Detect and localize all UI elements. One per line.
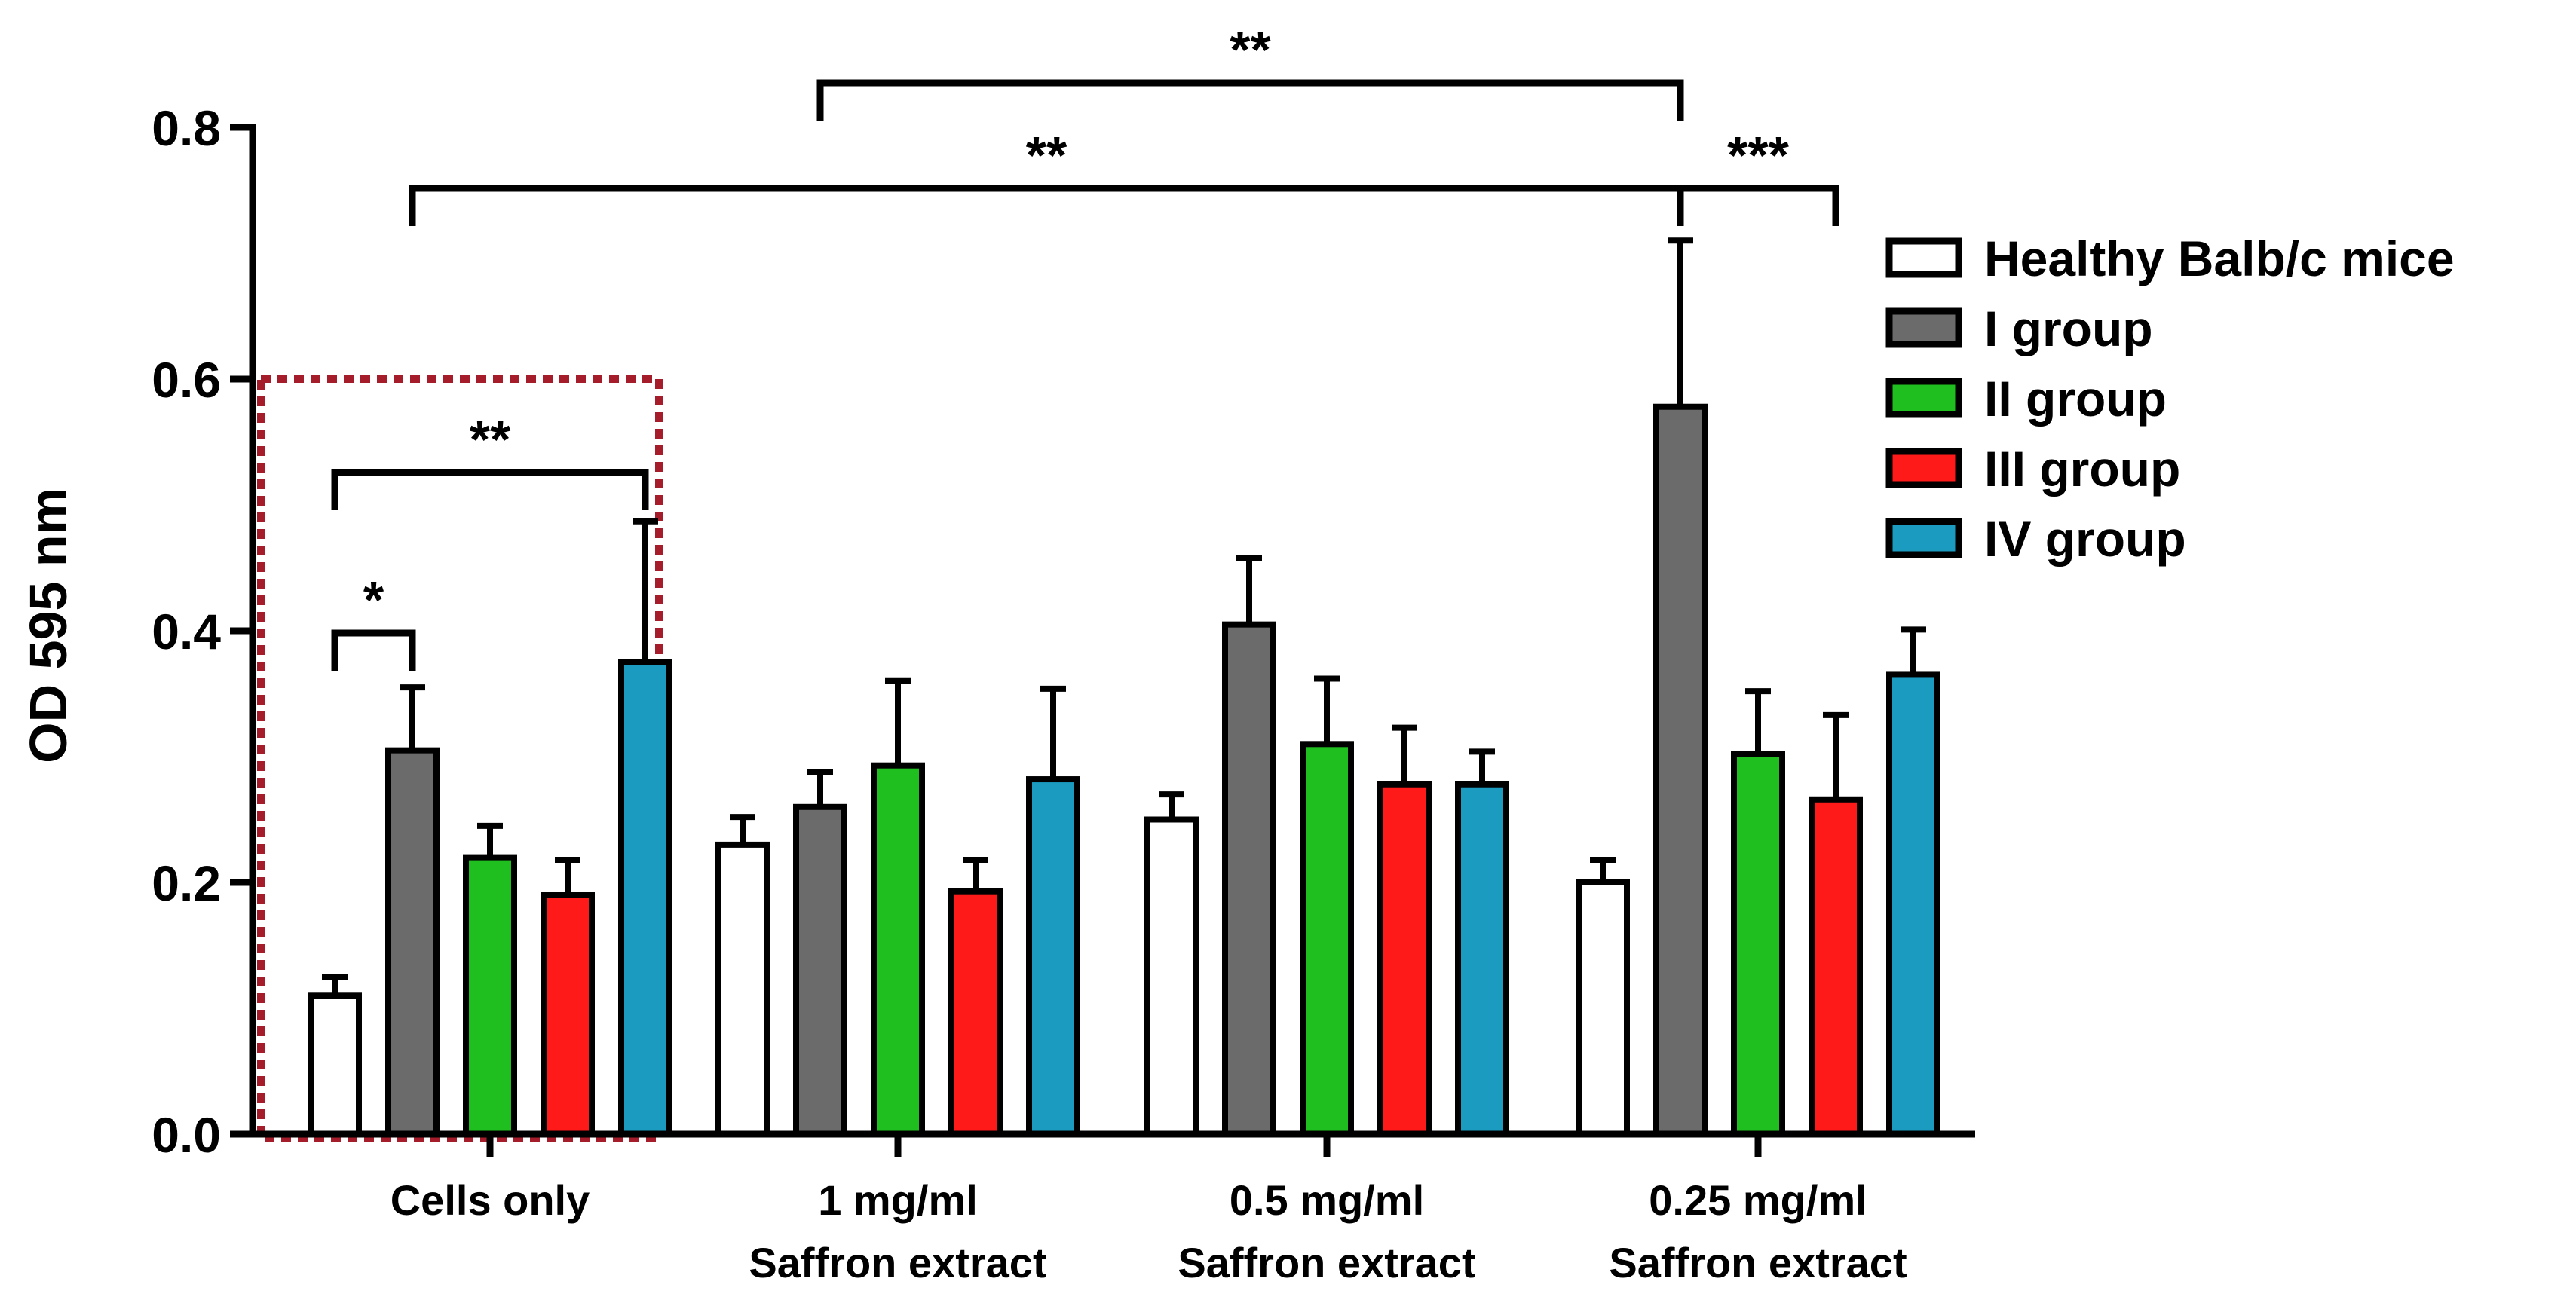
y-tick-label: 0.0 — [152, 1107, 221, 1163]
bar — [1222, 621, 1276, 1137]
bar — [385, 747, 440, 1138]
legend-swatch — [1885, 378, 1962, 418]
bar — [1377, 781, 1432, 1137]
x-tick-label: 1 mg/ml Saffron extract — [749, 1176, 1046, 1286]
highlight-box — [257, 375, 663, 1142]
bar — [1731, 751, 1785, 1137]
legend-label: IV group — [1984, 511, 2186, 567]
highlight-box-layer — [257, 375, 663, 1142]
significance-label: ** — [1026, 126, 1067, 185]
bar — [1144, 816, 1199, 1137]
bar — [1300, 741, 1354, 1137]
legend-swatch — [1885, 237, 1962, 278]
significance-label: ** — [470, 410, 511, 469]
legend-label: I group — [1984, 301, 2153, 356]
legend-swatch — [1885, 307, 1962, 348]
significance-label: * — [363, 570, 384, 629]
legend-swatch — [1885, 518, 1962, 558]
significance-layer: ********** — [331, 20, 1839, 671]
y-tick-label: 0.6 — [152, 352, 221, 408]
y-axis-label: OD 595 nm — [19, 488, 78, 763]
x-tick-label: 0.25 mg/ml Saffron extract — [1609, 1176, 1907, 1286]
y-tick-label: 0.8 — [152, 100, 221, 156]
significance-bracket — [331, 629, 416, 671]
bar — [948, 888, 1003, 1137]
legend: Healthy Balb/c mice I group II group III gr… — [1885, 231, 2455, 567]
legend-swatch — [1885, 448, 1962, 488]
significance-bracket — [816, 79, 1684, 121]
bar — [1653, 403, 1708, 1137]
axes-layer: 0.0 0.2 0.4 0.6 0.8 Cells only 1 mg/ml Saffron … — [152, 100, 1975, 1286]
bar — [1809, 796, 1863, 1138]
legend-label: III group — [1984, 441, 2180, 497]
bar — [715, 841, 770, 1138]
x-tick-label: Cells only — [391, 1176, 590, 1224]
y-tick-label: 0.2 — [152, 855, 221, 911]
x-tick-label: 0.5 mg/ml Saffron extract — [1178, 1176, 1475, 1286]
bar — [1455, 781, 1509, 1137]
bar — [871, 762, 925, 1137]
bar — [1886, 671, 1940, 1137]
bar — [793, 803, 847, 1138]
significance-bracket — [409, 185, 1684, 226]
significance-bracket — [1677, 185, 1839, 226]
bar — [618, 659, 672, 1137]
legend-label: Healthy Balb/c mice — [1984, 231, 2455, 286]
significance-label: *** — [1727, 126, 1789, 185]
bar — [1026, 776, 1080, 1138]
y-tick-label: 0.4 — [152, 604, 221, 659]
bar — [463, 854, 517, 1137]
bar — [541, 892, 595, 1137]
significance-label: ** — [1230, 20, 1271, 79]
bars-layer — [308, 237, 1940, 1138]
legend-label: II group — [1984, 371, 2167, 427]
bar — [308, 992, 362, 1138]
bar — [1576, 879, 1630, 1137]
significance-bracket — [331, 469, 649, 510]
